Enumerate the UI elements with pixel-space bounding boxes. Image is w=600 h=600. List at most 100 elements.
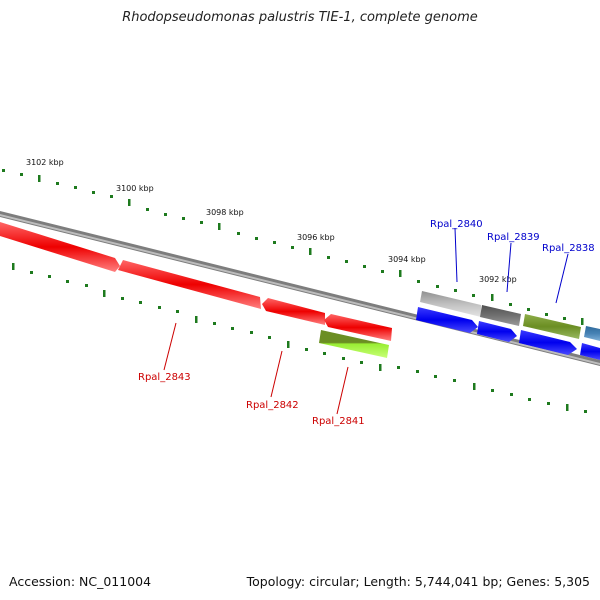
gene-rpal-2842[interactable] xyxy=(262,298,325,325)
major-tick xyxy=(581,318,584,325)
minor-tick xyxy=(363,265,366,268)
gene-arrow-blue[interactable] xyxy=(416,307,478,333)
major-tick xyxy=(379,364,382,371)
leader-line xyxy=(454,227,458,283)
minor-tick xyxy=(436,285,439,288)
minor-tick xyxy=(491,389,494,392)
gene-rpal-2843[interactable] xyxy=(118,260,261,309)
genome-summary-text: Topology: circular; Length: 5,744,041 bp… xyxy=(246,574,590,589)
minor-tick xyxy=(213,322,216,325)
minor-tick xyxy=(305,348,308,351)
scale-label: 3094 kbp xyxy=(388,255,426,264)
minor-tick xyxy=(527,308,530,311)
minor-tick xyxy=(584,410,587,413)
minor-tick xyxy=(121,297,124,300)
gene-label-rpal-2839[interactable]: Rpal_2839 xyxy=(487,232,540,243)
minor-tick xyxy=(528,398,531,401)
major-tick xyxy=(38,175,41,182)
minor-tick xyxy=(48,275,51,278)
gene-next-forward[interactable] xyxy=(584,326,600,341)
minor-tick xyxy=(268,336,271,339)
minor-tick xyxy=(139,301,142,304)
minor-tick xyxy=(255,237,258,240)
scale-label: 3102 kbp xyxy=(26,158,64,167)
gene-labels: Rpal_2840 Rpal_2839 Rpal_2838 Rpal_2843 … xyxy=(138,219,595,427)
gene-label-rpal-2842[interactable]: Rpal_2842 xyxy=(246,400,299,411)
minor-tick xyxy=(74,186,77,189)
scale-label: 3096 kbp xyxy=(297,233,335,242)
gene-rpal-2841-red[interactable] xyxy=(324,314,392,341)
minor-tick xyxy=(2,169,5,172)
leader-line xyxy=(506,242,512,293)
scale-label: 3100 kbp xyxy=(116,184,154,193)
gene-rpal-2844[interactable] xyxy=(0,222,120,272)
minor-tick xyxy=(453,379,456,382)
minor-tick xyxy=(417,280,420,283)
minor-tick xyxy=(66,280,69,283)
minor-tick xyxy=(323,352,326,355)
minor-tick xyxy=(345,260,348,263)
label-leader-lines xyxy=(163,227,569,415)
minor-tick xyxy=(397,366,400,369)
minor-tick xyxy=(146,208,149,211)
gene-arrow-blue[interactable] xyxy=(477,321,517,342)
major-tick xyxy=(473,383,476,390)
minor-tick xyxy=(20,173,23,176)
scale-label: 3092 kbp xyxy=(479,275,517,284)
minor-tick xyxy=(110,195,113,198)
minor-tick xyxy=(291,246,294,249)
forward-strand-genes xyxy=(420,291,600,341)
gene-rpal-2839[interactable] xyxy=(480,305,521,326)
minor-tick xyxy=(545,313,548,316)
gene-rpal-2840[interactable] xyxy=(420,291,481,317)
minor-tick xyxy=(164,213,167,216)
leader-line xyxy=(270,350,283,398)
gene-label-rpal-2843[interactable]: Rpal_2843 xyxy=(138,372,191,383)
minor-tick xyxy=(510,393,513,396)
gene-rpal-2838[interactable] xyxy=(523,314,581,339)
minor-tick xyxy=(381,270,384,273)
minor-tick xyxy=(454,289,457,292)
minor-tick xyxy=(85,284,88,287)
minor-tick xyxy=(237,232,240,235)
minor-tick xyxy=(416,370,419,373)
minor-tick xyxy=(273,241,276,244)
major-tick xyxy=(218,223,221,230)
major-tick xyxy=(103,290,106,297)
gene-arrow-blue[interactable] xyxy=(580,343,600,360)
minor-tick xyxy=(472,294,475,297)
minor-tick xyxy=(182,217,185,220)
minor-tick xyxy=(200,221,203,224)
major-tick xyxy=(399,270,402,277)
gene-label-rpal-2840[interactable]: Rpal_2840 xyxy=(430,219,483,230)
scale-label: 3098 kbp xyxy=(206,208,244,217)
minor-tick xyxy=(158,306,161,309)
reverse-strand-genes xyxy=(0,222,392,358)
minor-tick xyxy=(360,361,363,364)
gene-label-rpal-2838[interactable]: Rpal_2838 xyxy=(542,243,595,254)
minor-tick xyxy=(342,357,345,360)
minor-tick xyxy=(547,402,550,405)
blue-gene-arrows xyxy=(416,307,600,360)
major-tick xyxy=(566,404,569,411)
minor-tick xyxy=(56,182,59,185)
major-tick xyxy=(309,248,312,255)
major-tick xyxy=(287,341,290,348)
accession-text: Accession: NC_011004 xyxy=(9,574,152,589)
major-tick xyxy=(195,316,198,323)
leader-line xyxy=(336,366,349,415)
inner-tick-row xyxy=(12,263,587,413)
gene-arrow-blue[interactable] xyxy=(519,330,577,355)
minor-tick xyxy=(563,317,566,320)
outer-tick-row xyxy=(2,169,584,325)
minor-tick xyxy=(434,375,437,378)
major-tick xyxy=(491,294,494,301)
scale-labels: 3102 kbp 3100 kbp 3098 kbp 3096 kbp 3094… xyxy=(26,158,517,284)
major-tick xyxy=(12,263,15,270)
gene-label-rpal-2841[interactable]: Rpal_2841 xyxy=(312,416,365,427)
minor-tick xyxy=(250,331,253,334)
gene-rpal-2841[interactable] xyxy=(319,330,389,358)
minor-tick xyxy=(176,310,179,313)
